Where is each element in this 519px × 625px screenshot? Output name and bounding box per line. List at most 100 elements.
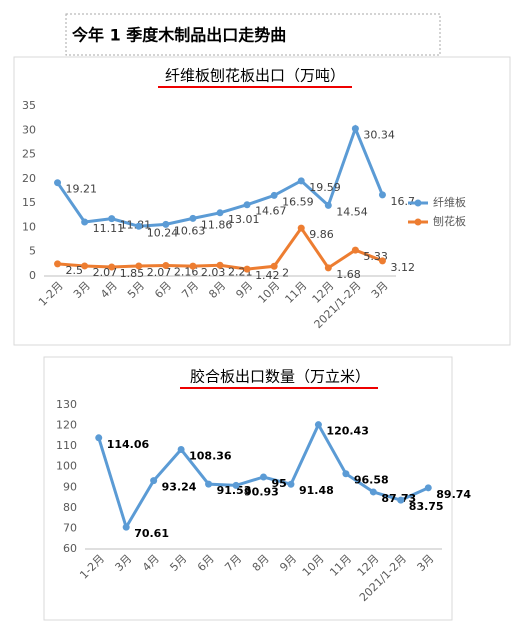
- x-tick-label: 3月: [71, 279, 93, 301]
- x-tick-label: 8月: [250, 552, 272, 574]
- value-label: 70.61: [134, 527, 169, 540]
- point: [205, 480, 213, 488]
- value-label: 89.74: [436, 488, 471, 501]
- value-label: 11.86: [201, 218, 233, 231]
- x-tick-label: 11月: [283, 279, 310, 306]
- y-tick-label: 120: [56, 419, 77, 432]
- y-tick-label: 0: [29, 269, 36, 282]
- point: [369, 488, 377, 496]
- chart-box: [43, 356, 453, 621]
- point: [397, 496, 405, 504]
- value-label: 93.24: [162, 481, 197, 494]
- value-label: 2.07: [147, 266, 172, 279]
- legend-marker: [414, 218, 422, 226]
- point: [189, 262, 197, 270]
- value-label: 19.21: [66, 183, 98, 196]
- point: [108, 263, 116, 271]
- y-tick-label: 5: [29, 245, 36, 258]
- value-label: 2.03: [201, 266, 226, 279]
- value-label: 9.86: [309, 228, 334, 241]
- point: [162, 262, 170, 270]
- x-tick-label: 6月: [195, 552, 217, 574]
- value-label: 10.24: [147, 226, 179, 239]
- value-label: 108.36: [189, 450, 232, 463]
- point: [189, 214, 197, 222]
- point: [243, 201, 251, 209]
- x-tick-label: 5月: [167, 552, 189, 574]
- x-tick-label: 8月: [206, 279, 228, 301]
- point: [108, 215, 116, 223]
- value-label: 3.12: [390, 261, 415, 274]
- value-label: 114.06: [107, 438, 150, 451]
- value-label: 1.42: [255, 269, 279, 282]
- x-tick-label: 10月: [256, 279, 283, 306]
- point: [81, 262, 89, 270]
- y-tick-label: 35: [22, 99, 36, 112]
- value-label: 1.85: [120, 267, 145, 280]
- y-tick-label: 70: [63, 521, 77, 534]
- value-label: 90.93: [244, 485, 279, 498]
- x-tick-label: 3月: [369, 279, 391, 301]
- x-tick-label: 3月: [415, 552, 437, 574]
- point: [270, 191, 278, 199]
- value-label: 11.11: [93, 222, 125, 235]
- value-label: 2: [282, 266, 289, 279]
- y-tick-label: 60: [63, 542, 77, 555]
- value-label: 120.43: [326, 425, 368, 438]
- x-tick-label: 9月: [233, 279, 255, 301]
- point: [54, 260, 62, 268]
- value-label: 1.68: [336, 268, 361, 281]
- legend-label: 刨花板: [433, 214, 466, 228]
- value-label: 2.5: [66, 264, 84, 277]
- x-tick-label: 6月: [152, 279, 174, 301]
- point: [297, 177, 305, 185]
- point: [270, 262, 278, 270]
- point: [135, 262, 143, 270]
- point: [162, 220, 170, 228]
- y-tick-label: 15: [22, 196, 36, 209]
- x-tick-label: 7月: [222, 552, 244, 574]
- value-label: 91.53: [217, 484, 252, 497]
- value-label: 19.59: [309, 181, 341, 194]
- x-tick-label: 1-2月: [77, 552, 107, 582]
- point: [378, 191, 386, 199]
- point: [378, 257, 386, 265]
- x-tick-label: 3月: [113, 552, 135, 574]
- point: [314, 421, 322, 429]
- y-tick-label: 20: [22, 172, 36, 185]
- x-tick-label: 4月: [140, 552, 162, 574]
- heading-box: [65, 13, 441, 56]
- y-tick-label: 90: [63, 480, 77, 493]
- y-tick-label: 30: [22, 123, 36, 136]
- value-label: 14.67: [255, 205, 286, 218]
- value-label: 13.01: [228, 213, 260, 226]
- value-label: 14.54: [336, 205, 368, 218]
- point: [135, 222, 143, 230]
- legend-marker: [414, 199, 422, 207]
- value-label: 16.59: [282, 195, 314, 208]
- y-tick-label: 130: [56, 398, 77, 411]
- chart-title: 胶合板出口数量（万立米）: [190, 368, 370, 386]
- point: [177, 446, 185, 454]
- point: [216, 261, 224, 269]
- x-tick-label: 10月: [300, 552, 327, 579]
- page-title: 今年 1 季度木制品出口走势曲: [71, 26, 286, 45]
- y-tick-label: 110: [56, 439, 77, 452]
- point: [122, 523, 130, 531]
- point: [216, 209, 224, 217]
- point: [351, 246, 359, 254]
- x-tick-label: 9月: [277, 552, 299, 574]
- x-tick-label: 4月: [98, 279, 120, 301]
- point: [297, 224, 305, 232]
- x-tick-label: 5月: [125, 279, 147, 301]
- y-tick-label: 25: [22, 148, 36, 161]
- point: [95, 434, 103, 442]
- value-label: 16.7: [390, 195, 415, 208]
- x-tick-label: 1-2月: [36, 279, 66, 309]
- value-label: 96.58: [354, 474, 389, 487]
- point: [232, 481, 240, 489]
- point: [351, 125, 359, 133]
